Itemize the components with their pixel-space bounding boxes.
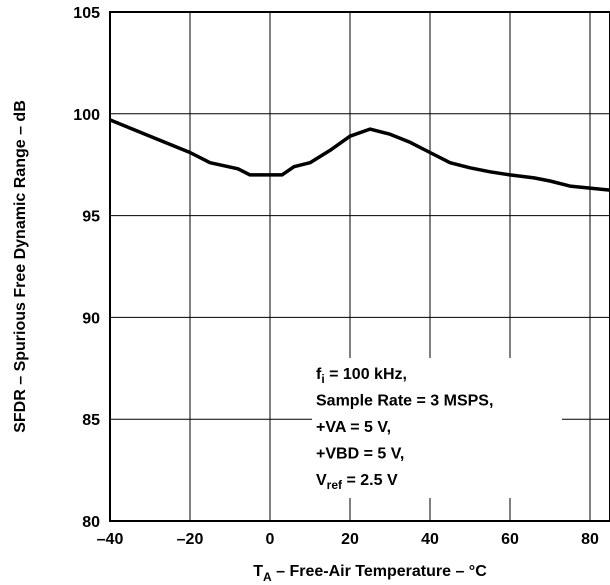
annotation-line: Sample Rate = 3 MSPS,: [316, 393, 493, 410]
annotation-line: +VA = 5 V,: [316, 419, 391, 436]
series-line: [109, 118, 610, 192]
y-tick-label: 95: [82, 209, 100, 226]
y-tick-label: 105: [73, 5, 100, 22]
y-tick-label: 90: [82, 310, 100, 327]
x-tick-label: 40: [421, 531, 439, 548]
x-tick-label: 80: [581, 531, 599, 548]
x-tick-label: 20: [341, 531, 359, 548]
x-tick-label: –20: [177, 531, 204, 548]
x-axis-title-symbol: T: [253, 563, 263, 580]
annotation-line: fi = 100 kHz,: [316, 366, 407, 386]
annotation-line: +VBD = 5 V,: [316, 446, 404, 463]
y-tick-label: 100: [73, 107, 100, 124]
x-tick-label: 0: [266, 531, 275, 548]
y-tick-label: 80: [82, 514, 100, 531]
x-tick-label: –40: [97, 531, 124, 548]
test-conditions-annotation: fi = 100 kHz, Sample Rate = 3 MSPS, +VA = …: [316, 366, 493, 492]
series-group: [109, 118, 610, 192]
x-axis-title-subscript: A: [263, 570, 272, 584]
plot-frame: [109, 11, 610, 522]
y-tick-label: 85: [82, 412, 100, 429]
grid-lines: [110, 12, 610, 521]
annotation-line: Vref = 2.5 V: [316, 472, 398, 492]
tick-labels: –40 –20 0 20 40 60 80 80 85 90 95 100 105: [73, 5, 599, 548]
x-axis-title-text: – Free-Air Temperature – °C: [272, 563, 488, 580]
x-tick-label: 60: [501, 531, 519, 548]
annotation-background: [312, 358, 562, 498]
y-axis-title: SFDR – Spurious Free Dynamic Range – dB: [12, 100, 29, 433]
x-axis-title: TA – Free-Air Temperature – °C: [253, 563, 487, 584]
